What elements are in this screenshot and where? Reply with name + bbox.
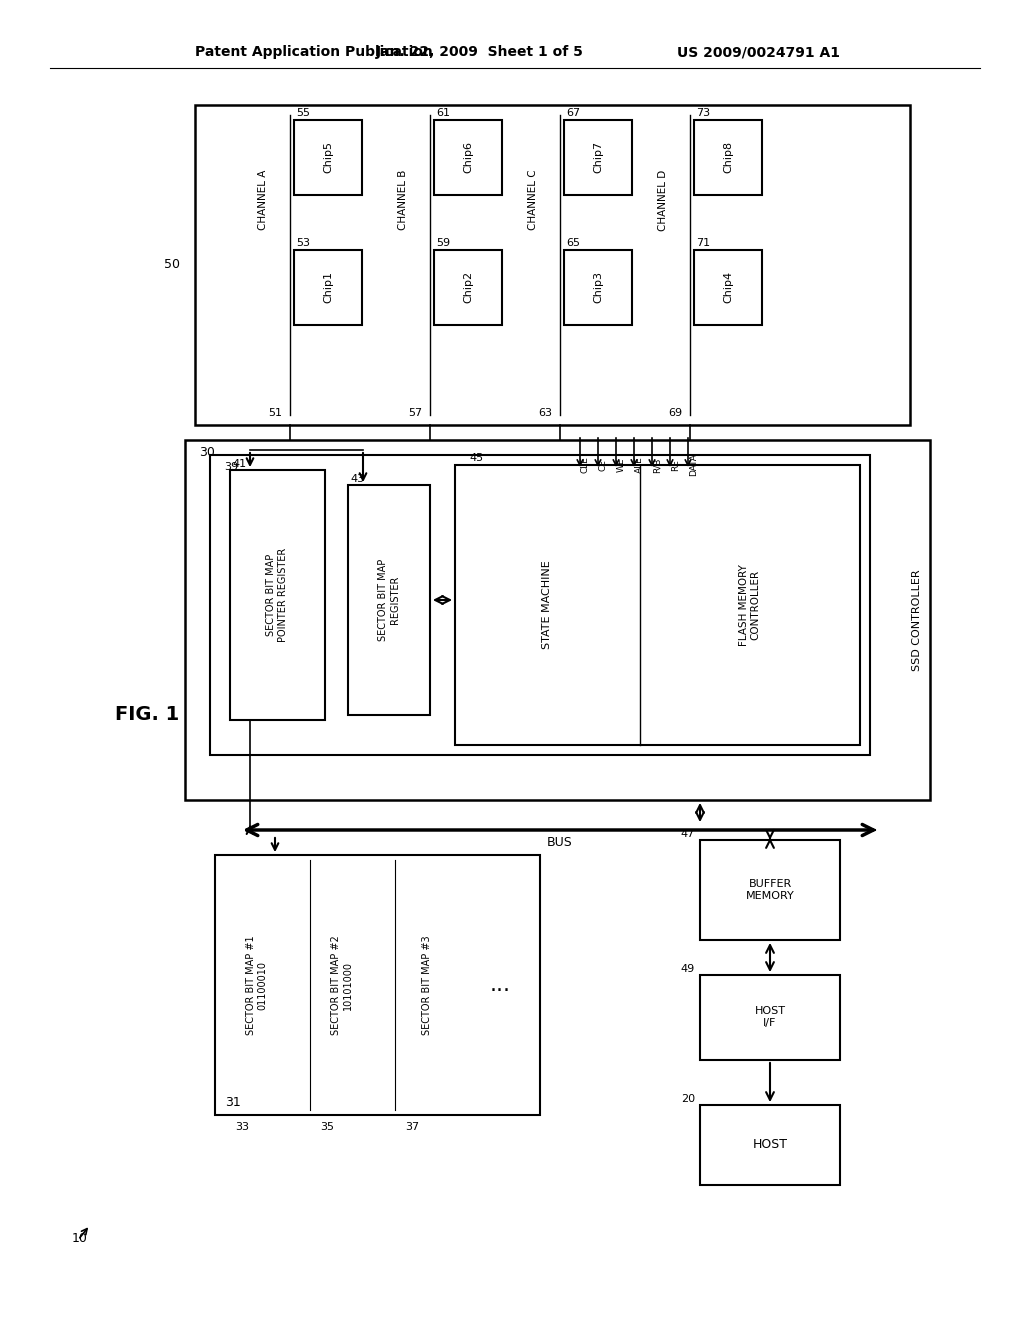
- Text: Patent Application Publication: Patent Application Publication: [195, 45, 433, 59]
- Text: BUS: BUS: [547, 836, 572, 849]
- Text: 20: 20: [681, 1094, 695, 1104]
- Text: Chip2: Chip2: [463, 271, 473, 304]
- Text: CLE: CLE: [581, 457, 590, 474]
- Bar: [564, 120, 632, 195]
- Text: 67: 67: [566, 108, 581, 117]
- Bar: [215, 855, 540, 1115]
- Bar: [294, 249, 362, 325]
- Text: BUFFER
MEMORY: BUFFER MEMORY: [745, 879, 795, 900]
- Text: 51: 51: [268, 408, 282, 418]
- Bar: [348, 484, 430, 715]
- Text: STATE MACHINE: STATE MACHINE: [542, 561, 552, 649]
- Text: 59: 59: [436, 238, 451, 248]
- Text: Chip4: Chip4: [723, 271, 733, 304]
- Text: 69: 69: [668, 408, 682, 418]
- Text: 47: 47: [681, 829, 695, 840]
- Text: WE: WE: [617, 458, 626, 473]
- Bar: [564, 249, 632, 325]
- Text: Chip3: Chip3: [593, 271, 603, 304]
- Text: Chip1: Chip1: [323, 271, 333, 304]
- Text: FIG. 1: FIG. 1: [115, 705, 179, 725]
- Text: FLASH MEMORY
CONTROLLER: FLASH MEMORY CONTROLLER: [739, 564, 761, 645]
- Text: Chip5: Chip5: [323, 141, 333, 173]
- Text: 57: 57: [408, 408, 422, 418]
- Text: CHANNEL D: CHANNEL D: [658, 169, 668, 231]
- Bar: [694, 120, 762, 195]
- Text: RE: RE: [671, 459, 680, 471]
- Text: 49: 49: [681, 964, 695, 974]
- Text: SSD CONTROLLER: SSD CONTROLLER: [912, 569, 922, 671]
- Bar: [210, 455, 870, 755]
- Bar: [700, 975, 840, 1060]
- Text: HOST: HOST: [753, 1138, 787, 1151]
- Text: 35: 35: [319, 1122, 334, 1133]
- Text: 71: 71: [696, 238, 710, 248]
- Text: 43: 43: [350, 474, 365, 484]
- Bar: [434, 249, 502, 325]
- Bar: [185, 440, 930, 800]
- Bar: [700, 1105, 840, 1185]
- Text: ...: ...: [489, 975, 511, 995]
- Text: 39: 39: [224, 462, 239, 473]
- Text: 41: 41: [232, 459, 246, 469]
- Text: SECTOR BIT MAP
REGISTER: SECTOR BIT MAP REGISTER: [378, 558, 399, 642]
- Bar: [455, 465, 860, 744]
- Text: 63: 63: [538, 408, 552, 418]
- Text: Chip7: Chip7: [593, 141, 603, 173]
- Text: 30: 30: [199, 446, 215, 458]
- Text: 53: 53: [296, 238, 310, 248]
- Text: CHANNEL B: CHANNEL B: [398, 170, 408, 230]
- Text: 45: 45: [469, 453, 483, 463]
- Text: 61: 61: [436, 108, 450, 117]
- Text: 10: 10: [72, 1232, 88, 1245]
- Text: 33: 33: [234, 1122, 249, 1133]
- Text: R/B: R/B: [653, 457, 662, 473]
- Bar: [694, 249, 762, 325]
- Text: Jan. 22, 2009  Sheet 1 of 5: Jan. 22, 2009 Sheet 1 of 5: [376, 45, 584, 59]
- Text: Chip8: Chip8: [723, 141, 733, 173]
- Text: SECTOR BIT MAP
POINTER REGISTER: SECTOR BIT MAP POINTER REGISTER: [266, 548, 288, 642]
- Bar: [434, 120, 502, 195]
- Bar: [230, 470, 325, 719]
- Bar: [700, 840, 840, 940]
- Text: 31: 31: [225, 1097, 241, 1110]
- Text: ALE: ALE: [635, 457, 644, 474]
- Text: 73: 73: [696, 108, 710, 117]
- Text: US 2009/0024791 A1: US 2009/0024791 A1: [677, 45, 840, 59]
- Bar: [195, 106, 910, 425]
- Text: 65: 65: [566, 238, 580, 248]
- Text: CHANNEL A: CHANNEL A: [258, 170, 268, 230]
- Bar: [294, 120, 362, 195]
- Text: DATA: DATA: [689, 454, 698, 477]
- Text: SECTOR BIT MAP #3: SECTOR BIT MAP #3: [422, 935, 432, 1035]
- Text: HOST
I/F: HOST I/F: [755, 1006, 785, 1028]
- Text: 50: 50: [164, 259, 180, 272]
- Text: CE: CE: [599, 459, 608, 471]
- Text: CHANNEL C: CHANNEL C: [528, 170, 538, 230]
- Text: SECTOR BIT MAP #1
01100010: SECTOR BIT MAP #1 01100010: [246, 935, 268, 1035]
- Text: 37: 37: [406, 1122, 419, 1133]
- Text: Chip6: Chip6: [463, 141, 473, 173]
- Text: 55: 55: [296, 108, 310, 117]
- Text: SECTOR BIT MAP #2
10101000: SECTOR BIT MAP #2 10101000: [331, 935, 353, 1035]
